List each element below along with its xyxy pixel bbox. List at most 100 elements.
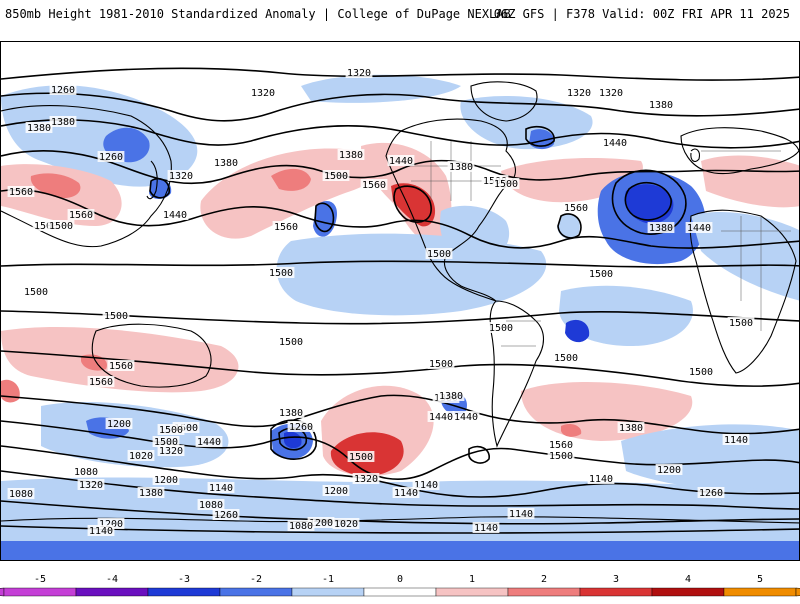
colorbar-segment <box>363 587 437 597</box>
contour-label-bg <box>507 508 535 519</box>
contour-label-bg <box>7 186 35 197</box>
contour-label-bg <box>212 509 240 520</box>
colorbar-segment <box>723 587 797 597</box>
neg-anomaly-south-america-core <box>565 319 590 343</box>
contour-label-bg <box>105 418 133 429</box>
contour-label-bg <box>102 310 130 321</box>
contour-label-bg <box>347 451 375 462</box>
colorbar-tick-label: -4 <box>106 574 118 585</box>
contour-label: 1200 <box>324 486 348 497</box>
colorbar-tick-label: -5 <box>34 574 46 585</box>
contour-label-bg <box>562 202 590 213</box>
contour-label-bg <box>322 485 350 496</box>
contour-label: 1320 <box>79 480 103 491</box>
coast-north-america <box>385 118 516 302</box>
contour-label-bg <box>137 487 165 498</box>
contour-label-bg <box>49 116 77 127</box>
colorbar-tick-label: 1 <box>469 574 475 585</box>
contour-label-bg <box>617 422 645 433</box>
contour-label: 1500 <box>494 179 518 190</box>
neg-anomaly-north-pacific <box>1 85 198 187</box>
contour-label-bg <box>547 439 575 450</box>
contour-label: 1440 <box>389 156 413 167</box>
contour-label-bg <box>722 434 750 445</box>
coast-asia <box>1 105 172 248</box>
contour-label: 1380 <box>279 408 303 419</box>
contour-label-bg <box>287 421 315 432</box>
contour-label: 1200 <box>107 419 131 430</box>
pos-anomaly-south-indian-core <box>1 379 20 403</box>
contour-label-bg <box>212 157 240 168</box>
contour-label: 1020 <box>334 519 358 530</box>
contour-label-bg <box>565 87 593 98</box>
contour-label: 1320 <box>169 171 193 182</box>
pos-anomaly-west-us-core <box>391 183 436 227</box>
colorbar-segment <box>291 587 365 597</box>
contour-label: 1380 <box>51 117 75 128</box>
contour-label: 1320 <box>159 446 183 457</box>
neg-anomaly-tropical-pacific <box>276 233 547 316</box>
contour-label-bg <box>67 209 95 220</box>
coast-greenland <box>470 81 538 122</box>
contour-label-bg <box>307 517 335 528</box>
contour-label-bg <box>332 518 360 529</box>
colorbar-tick-label: 2 <box>541 574 547 585</box>
contour-label-bg <box>337 149 365 160</box>
contour-label-bg <box>387 155 415 166</box>
anomaly-map[interactable]: 1320 1260 1320 1380 1320 1320 1260 1380 1320 1380… <box>0 41 800 561</box>
contour-label: 1260 <box>699 488 723 499</box>
contour-label: 1380 <box>27 123 51 134</box>
contour-label-bg <box>685 222 713 233</box>
contour-label-bg <box>167 170 195 181</box>
contour-label: 1560 <box>109 361 133 372</box>
contour-label-bg <box>152 436 180 447</box>
neg-anomaly-south-pacific-low-core <box>284 431 302 449</box>
contour-label-bg <box>452 411 480 422</box>
neg-anomaly-south-atlantic <box>559 285 693 346</box>
colorbar-segment <box>507 587 581 597</box>
contour-label: 1500 <box>24 287 48 298</box>
contour-label: 1500 <box>549 451 573 462</box>
contour-label: 1500 <box>34 221 58 232</box>
contour-label: 1260 <box>99 152 123 163</box>
contour-label-bg <box>727 317 755 328</box>
contour-label: 1080 <box>289 521 313 532</box>
contour-label: 1560 <box>549 440 573 451</box>
contour-label: 1260 <box>289 422 313 433</box>
contour-label: 1500 <box>324 171 348 182</box>
contour-label-bg <box>472 522 500 533</box>
contour-label-bg <box>267 267 295 278</box>
contour-label: 1440 <box>197 437 221 448</box>
contour-label: 1380 <box>619 423 643 434</box>
pos-anomaly-npac-core <box>271 168 311 191</box>
contour-label: 1140 <box>589 474 613 485</box>
contour-label-bg <box>49 84 77 95</box>
contour-label-bg <box>597 87 625 98</box>
contour-label: 1560 <box>9 187 33 198</box>
contour-label: 1200 <box>154 475 178 486</box>
contour-label-bg <box>587 268 615 279</box>
contour-label-bg <box>172 422 200 433</box>
contour-label: 1500 <box>154 437 178 448</box>
contour-label-bg <box>487 322 515 333</box>
colorbar-tick-label: 4 <box>685 574 691 585</box>
contour-label-bg <box>360 179 388 190</box>
contour-label-bg <box>157 445 185 456</box>
contour-label-bg <box>47 220 75 231</box>
colorbar-segment <box>579 587 653 597</box>
contour-label: 1140 <box>724 435 748 446</box>
colorbar-segment <box>75 587 149 597</box>
contour-label: 1140 <box>209 483 233 494</box>
colorbar-tick-label: -2 <box>250 574 262 585</box>
contour-label: 1380 <box>139 488 163 499</box>
neg-anomaly-africa <box>691 211 799 301</box>
contour-label-bg <box>197 499 225 510</box>
contour-label: 1500 <box>279 337 303 348</box>
contour-label: 1500 <box>174 423 198 434</box>
contour-label-bg <box>22 286 50 297</box>
contour-label: 1560 <box>89 377 113 388</box>
contour-label: 1140 <box>509 509 533 520</box>
contour-label-bg <box>345 67 373 78</box>
neg-anomaly-east-atlantic-core <box>624 184 674 224</box>
neg-anomaly-atlantic-small <box>557 213 580 239</box>
